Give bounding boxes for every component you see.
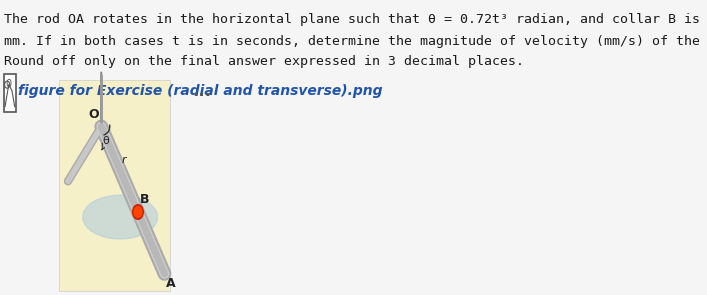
Text: r: r	[121, 155, 126, 165]
Text: figure for Exercise (radial and transverse).png: figure for Exercise (radial and transver…	[18, 83, 382, 98]
Text: O: O	[88, 108, 99, 121]
Text: mm. If in both cases t is in seconds, determine the magnitude of velocity (mm/s): mm. If in both cases t is in seconds, de…	[4, 35, 707, 48]
Text: B: B	[140, 193, 150, 206]
Ellipse shape	[83, 195, 158, 239]
FancyBboxPatch shape	[59, 80, 170, 291]
Text: ...: ...	[192, 81, 212, 99]
Text: Round off only on the final answer expressed in 3 decimal places.: Round off only on the final answer expre…	[4, 55, 524, 68]
Text: 0: 0	[6, 79, 12, 89]
Text: θ: θ	[103, 136, 109, 146]
FancyBboxPatch shape	[4, 74, 16, 112]
Text: A: A	[165, 277, 175, 290]
Text: The rod OA rotates in the horizontal plane such that θ = 0.72t³ radian, and coll: The rod OA rotates in the horizontal pla…	[4, 13, 707, 26]
Circle shape	[133, 205, 144, 219]
Circle shape	[134, 207, 142, 217]
